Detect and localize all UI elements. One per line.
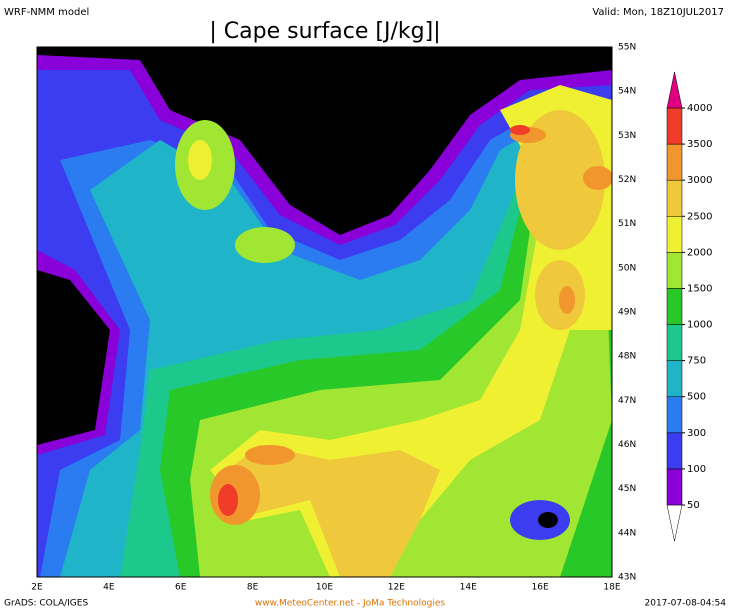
lat-label: 51N [618,219,636,229]
colorbar-label: 1000 [687,320,712,331]
colorbar-swatch [666,107,683,145]
colorbar-swatch [666,216,683,253]
model-label: WRF-NMM model [4,7,89,18]
colorbar-high [666,71,683,109]
lon-label: 18E [603,583,620,593]
colorbar-label: 3000 [687,175,712,186]
colorbar-label: 2500 [687,211,712,222]
footer-left: GrADS: COLA/IGES [4,599,88,609]
colorbar-swatch [666,468,683,506]
lat-label: 53N [618,131,636,141]
lat-label: 46N [618,440,636,450]
colorbar-swatch [666,252,683,289]
colorbar-swatch [666,432,683,470]
colorbar-swatch [666,179,683,217]
lat-label: 55N [618,43,636,53]
colorbar-label: 300 [687,428,706,439]
colorbar-label: 2000 [687,247,712,258]
lat-label: 54N [618,87,636,97]
lon-label: 10E [316,583,333,593]
title: | Cape surface [J/kg]| [209,19,440,44]
lat-label: 52N [618,175,636,185]
colorbar-label: 4000 [687,103,712,114]
footer-center: www.MeteoCenter.net - JoMa Technologies [255,599,445,609]
colorbar: 50 100 300 500 750 1000 1500 2000 2500 3000 3500 40… [666,71,712,542]
lon-label: 4E [103,583,115,593]
colorbar-low [666,504,683,542]
colorbar-swatch [666,360,683,397]
colorbar-swatch [666,288,683,325]
map-field [37,47,612,577]
lon-label: 14E [460,583,477,593]
colorbar-swatch [666,143,683,181]
lon-label: 2E [31,583,43,593]
map-frame [36,46,613,578]
lat-label: 48N [618,352,636,362]
lon-label: 6E [175,583,187,593]
lon-label: 8E [247,583,259,593]
lat-label: 47N [618,396,636,406]
colorbar-label: 50 [687,500,700,511]
colorbar-label: 3500 [687,139,712,150]
lon-label: 16E [532,583,549,593]
lat-label: 43N [618,573,636,583]
colorbar-label: 1500 [687,283,712,294]
lon-label: 12E [388,583,405,593]
colorbar-label: 500 [687,392,706,403]
footer-right: 2017-07-08-04:54 [645,599,727,609]
valid-label: Valid: Mon, 18Z10JUL2017 [592,7,724,18]
lat-label: 45N [618,484,636,494]
colorbar-swatch [666,324,683,361]
colorbar-label: 100 [687,464,706,475]
colorbar-label: 750 [687,356,706,367]
lat-label: 44N [618,528,636,538]
colorbar-swatch [666,396,683,434]
lat-label: 49N [618,308,636,318]
lat-label: 50N [618,263,636,273]
